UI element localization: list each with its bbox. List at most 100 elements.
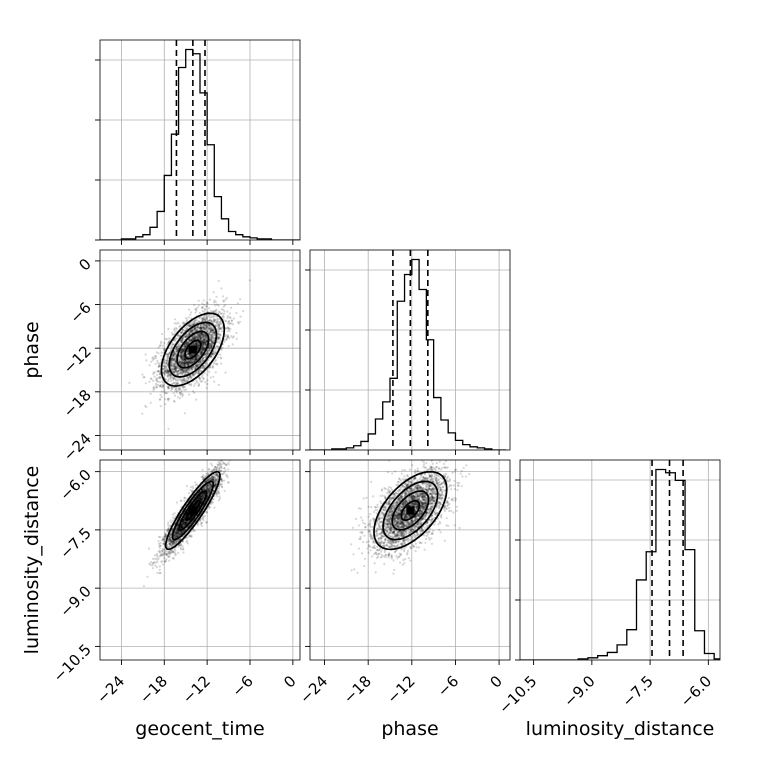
sample-point [208,319,211,322]
sample-point [180,350,183,353]
sample-point [187,333,190,336]
sample-point [201,346,204,349]
sample-point [201,333,204,336]
sample-point [180,353,183,356]
sample-point [213,299,216,302]
sample-point [196,363,199,366]
sample-point [181,370,185,373]
sample-point [167,427,170,430]
sample-point [199,352,203,356]
sample-point [173,366,176,369]
sample-point [189,361,192,364]
sample-point [195,398,198,401]
sample-point [204,328,207,331]
sample-point [193,367,196,370]
sample-point [192,365,195,368]
sample-point [217,323,220,326]
sample-point [208,348,211,351]
sample-point [152,356,155,359]
sample-point [199,360,202,363]
sample-point [201,341,204,344]
sample-point [197,344,200,347]
sample-point [217,330,220,333]
sample-point [188,361,192,364]
sample-point [202,346,205,349]
sample-point [220,326,223,329]
sample-point [202,337,205,340]
sample-point [185,369,188,372]
sample-point [199,327,203,330]
sample-point [201,332,204,335]
sample-point [192,335,195,338]
sample-point [189,311,193,314]
sample-point [171,355,174,358]
sample-point [193,327,196,330]
sample-point [196,335,199,338]
sample-point [214,349,217,352]
sample-point [194,307,197,311]
sample-point [210,339,213,342]
sample-point [228,336,231,340]
sample-point [222,299,225,302]
sample-point [187,353,190,356]
histogram-step [310,258,507,450]
sample-point [168,373,171,376]
sample-point [173,365,176,368]
sample-point [195,343,198,347]
sample-point [167,371,170,374]
sample-point [196,344,199,347]
sample-point [208,298,211,301]
sample-point [188,332,191,335]
sample-point [193,358,196,361]
sample-point [212,329,215,332]
sample-point [215,315,218,318]
sample-point [151,567,154,570]
sample-point [158,380,161,383]
sample-point [195,365,198,368]
sample-point [192,330,195,333]
sample-point [201,302,204,305]
sample-point [165,372,168,375]
sample-point [201,326,204,329]
sample-point [193,327,196,330]
sample-point [163,371,166,374]
sample-point [185,326,188,329]
sample-point [204,341,207,344]
sample-point [208,370,211,374]
sample-point [181,349,184,352]
sample-point [190,354,194,357]
sample-point [210,326,213,329]
sample-point [167,353,170,356]
sample-point [189,355,192,358]
sample-point [217,383,220,387]
sample-point [182,387,185,390]
sample-point [188,361,191,364]
sample-point [179,351,182,354]
sample-point [182,368,185,371]
sample-point [180,368,184,371]
sample-point [220,362,223,365]
sample-point [192,357,195,360]
sample-point [206,379,209,382]
sample-point [210,344,213,347]
sample-point [220,330,224,333]
sample-point [228,323,231,326]
sample-point [183,347,186,350]
sample-point [166,392,169,395]
sample-point [193,529,196,533]
sample-point [193,366,196,369]
sample-point [169,351,172,354]
sample-point [167,356,170,359]
panel-frame [519,459,721,661]
sample-point [173,327,176,330]
sample-point [175,365,178,368]
sample-point [179,369,182,372]
sample-point [206,302,209,305]
sample-point [180,361,183,364]
sample-point [220,312,223,315]
sample-point [195,358,198,361]
sample-point [179,369,182,373]
sample-point [163,341,166,345]
sample-point [168,559,171,562]
sample-point [171,387,174,390]
